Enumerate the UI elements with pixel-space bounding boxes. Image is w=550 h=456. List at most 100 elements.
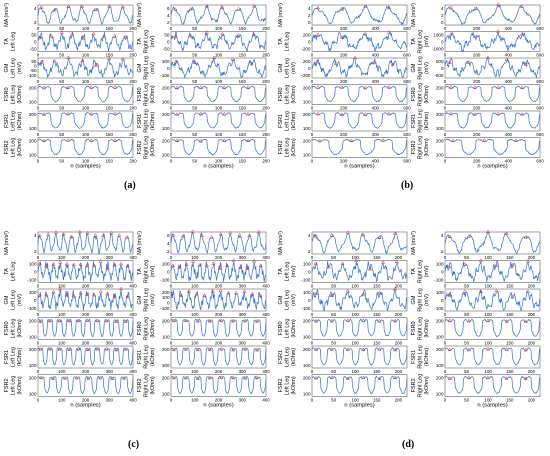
x-tick-label: 200	[473, 105, 481, 110]
signal-line	[37, 289, 134, 311]
plot-a-c0-r0: MA (m/s²) 4 20 50 100 150 200	[4, 3, 137, 31]
peak-marker	[447, 264, 452, 269]
y-axis-label: TA	[137, 268, 143, 275]
y-tick-label: 100	[436, 126, 444, 131]
plot-b-c1-r5: FSR2 Right Leg (kOhm) 200 1000 200 400 600	[411, 136, 544, 164]
x-tick-label: 100	[82, 158, 90, 163]
x-tick-label: 50	[192, 26, 197, 31]
x-tick-label: 100	[485, 312, 493, 317]
peak-marker	[243, 318, 248, 323]
peak-marker	[523, 235, 528, 239]
x-tick-label: 200	[473, 79, 481, 84]
x-tick-label: 150	[506, 369, 514, 374]
peak-marker	[101, 233, 106, 238]
y-tick-label: -100	[160, 306, 170, 311]
x-tick-label: 200	[473, 158, 481, 163]
x-tick-label: 400	[129, 340, 137, 345]
x-tick-label: 400	[262, 397, 270, 402]
peak-marker	[39, 5, 44, 9]
x-tick-label: 0	[444, 369, 447, 374]
y-tick-label: 1000	[433, 32, 444, 37]
y-axis-label: MA (m/s²)	[411, 3, 417, 27]
y-axis-label: FSR2	[278, 140, 284, 154]
x-tick-label: 200	[395, 397, 403, 402]
x-tick-label: 0	[37, 158, 40, 163]
y-tick-label: 100	[303, 391, 311, 396]
x-axis-label: n (samples)	[477, 403, 507, 409]
peak-marker	[238, 265, 243, 269]
x-tick-label: 50	[464, 312, 469, 317]
x-tick-label: 100	[352, 340, 360, 345]
peak-marker	[177, 265, 182, 269]
peak-marker	[225, 263, 230, 267]
x-tick-label: 300	[106, 369, 114, 374]
peak-marker	[37, 233, 42, 238]
y-axis-label: (mV)	[424, 35, 430, 47]
plot-a-c1-r0: MA (m/s²) 6 4 20 50 100 150 200	[137, 3, 270, 31]
y-axis-label: (mV)	[424, 294, 430, 306]
y-tick-label: 200	[303, 347, 311, 352]
x-tick-label: 200	[215, 312, 223, 317]
peak-marker	[466, 60, 471, 64]
x-tick-label: 50	[331, 283, 336, 288]
peak-marker	[345, 376, 350, 380]
x-tick-label: 200	[262, 132, 270, 137]
peak-marker	[255, 375, 260, 379]
peak-marker	[314, 347, 319, 351]
y-axis-label: (kOhm)	[291, 138, 297, 157]
y-axis-label: Left Leg	[285, 347, 291, 367]
peak-marker	[377, 235, 382, 240]
x-tick-label: 50	[331, 369, 336, 374]
y-tick-label: 200	[436, 112, 444, 117]
plot-b-c1-r3: FSR0 Right Leg (kOhm) 200 1000 200 400 600	[411, 83, 544, 111]
y-tick-label: 200	[303, 85, 311, 90]
peak-marker	[195, 347, 200, 352]
peak-marker	[523, 347, 528, 352]
y-axis-label: (mV)	[150, 62, 156, 74]
peak-marker	[496, 111, 501, 116]
panel-label-c: (c)	[128, 439, 140, 450]
y-axis-label: Left Leg	[11, 262, 17, 282]
peak-marker	[242, 289, 247, 293]
peak-marker	[174, 112, 180, 116]
y-tick-label: 200	[436, 375, 444, 380]
signal-line	[444, 232, 541, 254]
peak-marker	[125, 263, 130, 268]
peak-marker	[354, 258, 359, 262]
x-tick-label: 200	[82, 397, 90, 402]
peak-marker	[207, 318, 212, 323]
y-axis-label: Left Leg	[285, 138, 291, 158]
peak-marker	[252, 258, 257, 263]
x-tick-label: 100	[215, 132, 223, 137]
x-axis-label: n (samples)	[203, 164, 233, 170]
peak-marker	[210, 289, 215, 293]
y-axis-label: FSR1	[137, 350, 143, 364]
signal-line	[170, 289, 267, 310]
x-tick-label: 300	[239, 369, 247, 374]
peak-marker	[315, 5, 321, 10]
x-tick-label: 0	[311, 105, 314, 110]
y-tick-label: -100	[27, 306, 37, 311]
x-tick-label: 400	[129, 369, 137, 374]
peak-marker	[315, 32, 321, 37]
peak-marker	[247, 233, 252, 237]
peak-marker	[494, 288, 499, 293]
x-tick-label: 100	[58, 312, 66, 317]
y-tick-label: 200	[162, 347, 170, 352]
y-tick-label: 100	[436, 334, 444, 339]
peak-marker	[93, 233, 98, 237]
x-axis-label: n (samples)	[70, 403, 100, 409]
y-tick-label: 2	[441, 13, 444, 18]
y-tick-label: 500	[436, 59, 444, 64]
y-tick-label: 200	[436, 347, 444, 352]
peak-marker	[197, 263, 202, 267]
signal-line	[311, 85, 408, 103]
peak-marker	[246, 138, 251, 143]
y-axis-label: (mV)	[150, 294, 156, 306]
peak-marker	[255, 347, 260, 352]
x-tick-label: 200	[528, 312, 536, 317]
